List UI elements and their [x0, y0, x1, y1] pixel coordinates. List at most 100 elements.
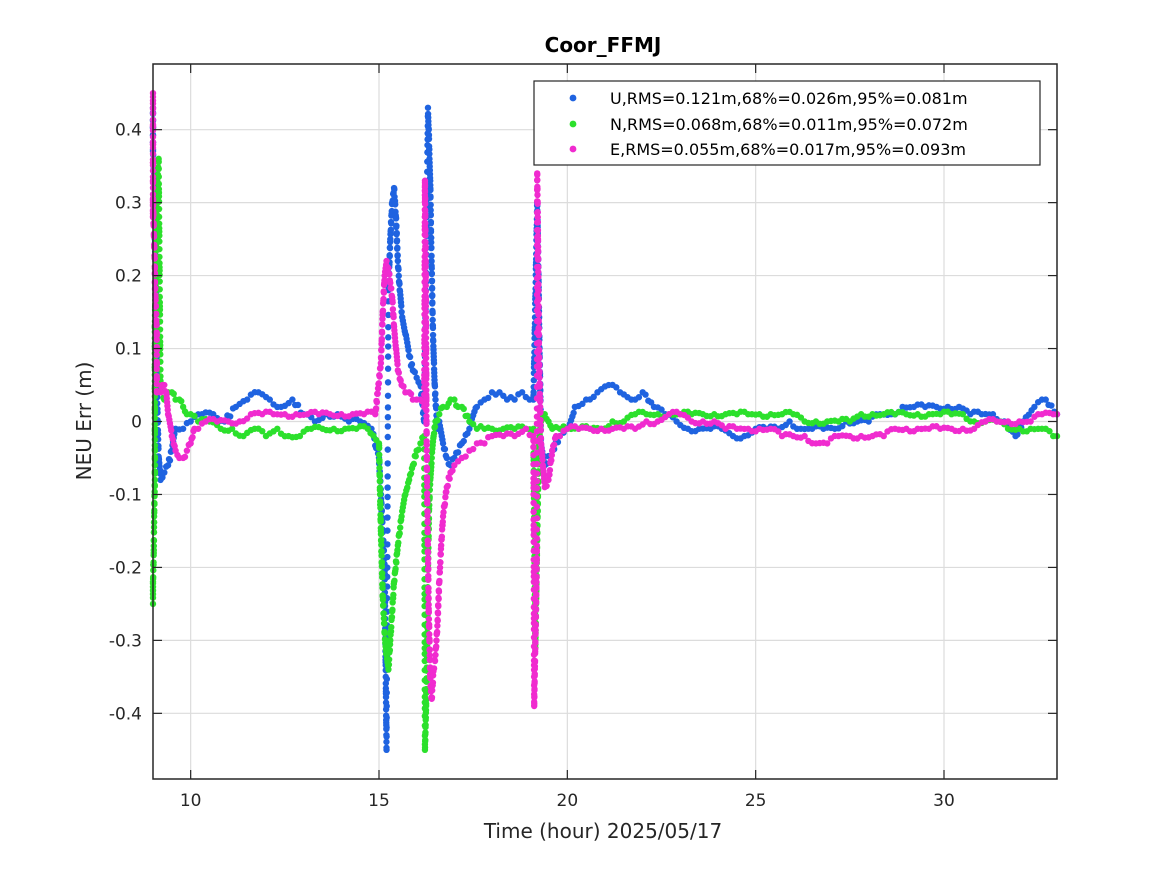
- data-point: [423, 407, 430, 414]
- data-point: [422, 213, 429, 221]
- data-point: [153, 380, 160, 388]
- data-point: [464, 412, 471, 420]
- data-points: [149, 89, 1061, 754]
- data-point: [642, 391, 649, 398]
- data-point: [539, 456, 546, 464]
- data-point: [376, 464, 383, 472]
- data-point: [530, 443, 537, 451]
- data-point: [389, 306, 397, 313]
- data-point: [422, 328, 430, 336]
- data-point: [388, 285, 395, 292]
- data-point: [383, 675, 391, 683]
- data-point: [433, 637, 440, 644]
- data-point: [381, 620, 388, 627]
- data-point: [534, 209, 541, 216]
- x-tick-label: 30: [933, 791, 955, 811]
- data-point: [485, 394, 492, 402]
- data-point: [377, 355, 385, 362]
- data-point: [387, 637, 394, 644]
- data-point: [425, 623, 433, 631]
- data-point: [394, 257, 402, 265]
- data-point: [423, 441, 430, 448]
- data-point: [434, 417, 441, 424]
- data-point: [380, 295, 387, 303]
- data-point: [425, 126, 432, 133]
- legend-marker-e: [569, 145, 577, 153]
- data-point: [533, 503, 541, 510]
- data-point: [433, 405, 440, 412]
- data-point: [423, 696, 430, 704]
- data-point: [151, 501, 158, 508]
- data-point: [376, 477, 384, 485]
- data-point: [383, 702, 390, 710]
- y-tick-label: 0: [131, 413, 142, 433]
- data-point: [658, 406, 665, 413]
- x-tick-label: 20: [557, 791, 579, 811]
- data-point: [156, 278, 163, 285]
- data-point: [380, 610, 387, 617]
- data-point: [385, 334, 392, 341]
- data-point: [187, 418, 194, 425]
- data-point: [398, 302, 405, 310]
- data-point: [423, 483, 431, 490]
- data-point: [421, 200, 429, 208]
- data-point: [383, 733, 390, 740]
- data-point: [425, 565, 432, 572]
- data-point: [410, 460, 418, 468]
- data-point: [376, 451, 383, 458]
- data-point: [150, 519, 158, 526]
- data-point: [432, 396, 439, 403]
- data-point: [533, 515, 541, 522]
- data-point: [393, 229, 400, 237]
- data-point: [383, 714, 390, 721]
- data-point: [1031, 403, 1038, 411]
- data-point: [152, 310, 160, 318]
- data-point: [531, 693, 538, 700]
- data-point: [422, 308, 430, 316]
- data-point: [436, 564, 444, 571]
- data-point: [425, 576, 432, 583]
- data-point: [824, 440, 831, 447]
- data-point: [436, 569, 444, 576]
- data-point: [546, 471, 553, 478]
- data-point: [389, 606, 396, 613]
- data-point: [430, 665, 438, 672]
- data-point: [424, 512, 431, 519]
- data-point: [161, 381, 168, 389]
- data-point: [150, 542, 158, 550]
- data-point: [195, 425, 202, 432]
- data-point: [422, 251, 429, 258]
- data-point: [375, 444, 383, 452]
- data-point: [428, 694, 436, 701]
- data-point: [289, 396, 296, 403]
- data-point: [378, 347, 385, 354]
- data-point: [407, 390, 415, 398]
- data-point: [433, 628, 441, 636]
- data-point: [152, 296, 159, 304]
- data-point: [404, 484, 411, 491]
- data-point: [430, 430, 438, 437]
- data-point: [1042, 396, 1049, 403]
- data-point: [426, 638, 433, 645]
- data-point: [384, 514, 391, 521]
- data-point: [531, 657, 539, 665]
- data-point: [422, 334, 430, 342]
- data-point: [424, 491, 431, 498]
- data-point: [376, 458, 383, 466]
- data-point: [386, 244, 394, 252]
- data-point: [378, 329, 386, 337]
- data-point: [536, 398, 544, 405]
- data-point: [532, 606, 540, 614]
- y-tick-label: -0.1: [109, 485, 142, 505]
- data-point: [534, 248, 542, 256]
- data-point: [428, 252, 435, 259]
- data-point: [424, 541, 432, 548]
- data-point: [535, 288, 542, 295]
- data-point: [1027, 418, 1034, 425]
- legend: U,RMS=0.121m,68%=0.026m,95%=0.081m N,RMS…: [533, 80, 1041, 166]
- data-point: [155, 193, 163, 200]
- data-point: [394, 244, 401, 252]
- legend-marker-u: [569, 94, 577, 102]
- data-point: [959, 411, 967, 418]
- data-point: [537, 421, 544, 429]
